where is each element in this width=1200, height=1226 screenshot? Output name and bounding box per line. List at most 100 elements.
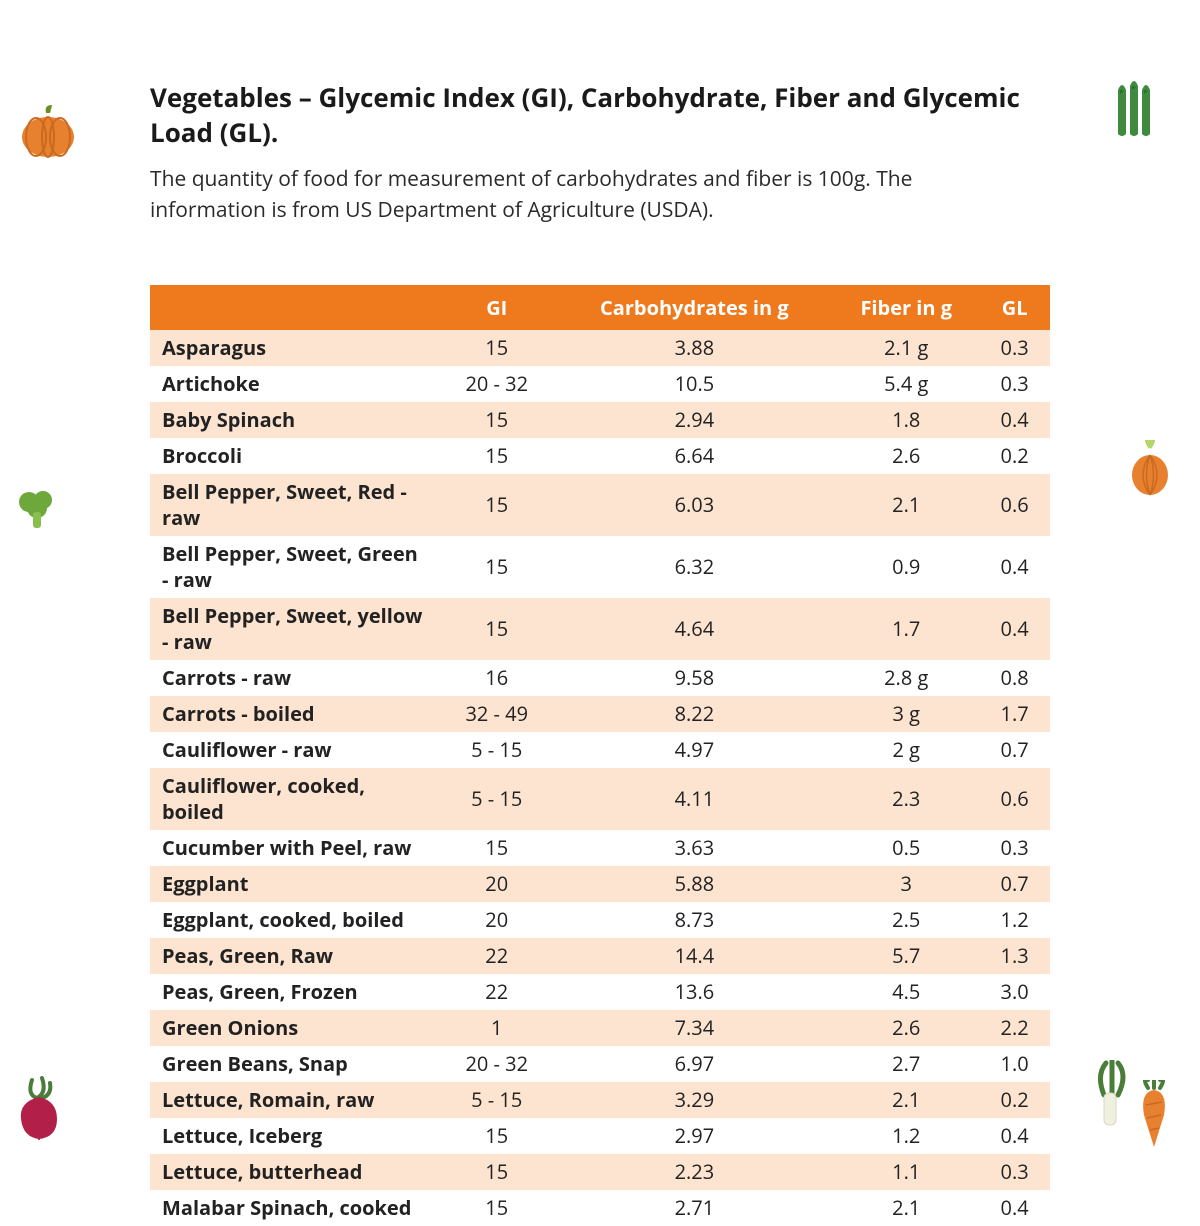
cell-value: 3.63 xyxy=(555,830,833,866)
cell-value: 2.2 xyxy=(979,1010,1050,1046)
cell-value: 0.4 xyxy=(979,402,1050,438)
cell-value: 22 xyxy=(438,938,555,974)
cell-value: 16 xyxy=(438,660,555,696)
cell-value: 0.4 xyxy=(979,1190,1050,1226)
cell-value: 20 - 32 xyxy=(438,1046,555,1082)
table-row: Lettuce, Romain, raw5 - 153.292.10.2 xyxy=(150,1082,1050,1118)
cell-value: 4.64 xyxy=(555,598,833,660)
cell-value: 15 xyxy=(438,438,555,474)
cell-value: 20 xyxy=(438,902,555,938)
cell-value: 0.3 xyxy=(979,330,1050,366)
cell-value: 10.5 xyxy=(555,366,833,402)
cell-value: 15 xyxy=(438,1154,555,1190)
cell-value: 0.3 xyxy=(979,366,1050,402)
cell-name: Carrots - raw xyxy=(150,660,438,696)
onion-icon xyxy=(1125,440,1175,500)
col-gi: GI xyxy=(438,285,555,330)
col-name xyxy=(150,285,438,330)
cell-name: Bell Pepper, Sweet, yellow - raw xyxy=(150,598,438,660)
cell-value: 7.34 xyxy=(555,1010,833,1046)
cell-value: 1.2 xyxy=(979,902,1050,938)
cell-value: 1.7 xyxy=(979,696,1050,732)
cell-name: Peas, Green, Raw xyxy=(150,938,438,974)
table-row: Cauliflower - raw5 - 154.972 g0.7 xyxy=(150,732,1050,768)
table-row: Carrots - boiled32 - 498.223 g1.7 xyxy=(150,696,1050,732)
cell-value: 3 xyxy=(833,866,979,902)
cell-value: 2.94 xyxy=(555,402,833,438)
cell-value: 2.5 xyxy=(833,902,979,938)
cell-name: Asparagus xyxy=(150,330,438,366)
cell-value: 6.97 xyxy=(555,1046,833,1082)
carrot-icon xyxy=(1132,1080,1177,1150)
cell-value: 1.1 xyxy=(833,1154,979,1190)
cell-name: Bell Pepper, Sweet, Green - raw xyxy=(150,536,438,598)
cell-value: 6.03 xyxy=(555,474,833,536)
cell-value: 15 xyxy=(438,402,555,438)
table-row: Cucumber with Peel, raw153.630.50.3 xyxy=(150,830,1050,866)
cell-value: 4.97 xyxy=(555,732,833,768)
cell-value: 9.58 xyxy=(555,660,833,696)
page-title: Vegetables – Glycemic Index (GI), Carboh… xyxy=(150,80,1050,150)
cell-name: Bell Pepper, Sweet, Red - raw xyxy=(150,474,438,536)
table-row: Green Onions17.342.62.2 xyxy=(150,1010,1050,1046)
cell-value: 2.6 xyxy=(833,438,979,474)
pumpkin-icon xyxy=(18,105,78,160)
cell-value: 0.3 xyxy=(979,1154,1050,1190)
cell-name: Lettuce, Romain, raw xyxy=(150,1082,438,1118)
cell-value: 1.3 xyxy=(979,938,1050,974)
cell-value: 4.5 xyxy=(833,974,979,1010)
cell-value: 3.29 xyxy=(555,1082,833,1118)
cell-name: Cauliflower - raw xyxy=(150,732,438,768)
cell-value: 14.4 xyxy=(555,938,833,974)
cell-value: 2.1 g xyxy=(833,330,979,366)
cell-value: 0.4 xyxy=(979,598,1050,660)
table-row: Baby Spinach152.941.80.4 xyxy=(150,402,1050,438)
col-carbs: Carbohydrates in g xyxy=(555,285,833,330)
cell-value: 4.11 xyxy=(555,768,833,830)
cell-name: Cauliflower, cooked, boiled xyxy=(150,768,438,830)
table-row: Eggplant205.8830.7 xyxy=(150,866,1050,902)
cell-value: 0.9 xyxy=(833,536,979,598)
gi-table: GI Carbohydrates in g Fiber in g GL Aspa… xyxy=(150,285,1050,1226)
cell-value: 6.64 xyxy=(555,438,833,474)
cell-value: 0.6 xyxy=(979,474,1050,536)
cell-name: Malabar Spinach, cooked xyxy=(150,1190,438,1226)
page-subtitle: The quantity of food for measurement of … xyxy=(150,164,930,225)
col-fiber: Fiber in g xyxy=(833,285,979,330)
cell-name: Peas, Green, Frozen xyxy=(150,974,438,1010)
cell-name: Broccoli xyxy=(150,438,438,474)
cell-value: 13.6 xyxy=(555,974,833,1010)
asparagus-icon xyxy=(1110,80,1158,138)
col-gl: GL xyxy=(979,285,1050,330)
beet-icon xyxy=(12,1075,67,1140)
cell-value: 5.7 xyxy=(833,938,979,974)
cell-name: Baby Spinach xyxy=(150,402,438,438)
cell-value: 5 - 15 xyxy=(438,1082,555,1118)
cell-value: 20 xyxy=(438,866,555,902)
cell-value: 2.8 g xyxy=(833,660,979,696)
cell-value: 0.3 xyxy=(979,830,1050,866)
cell-value: 2.1 xyxy=(833,1082,979,1118)
table-row: Bell Pepper, Sweet, Red - raw156.032.10.… xyxy=(150,474,1050,536)
table-header-row: GI Carbohydrates in g Fiber in g GL xyxy=(150,285,1050,330)
cell-value: 2.71 xyxy=(555,1190,833,1226)
cell-value: 5 - 15 xyxy=(438,768,555,830)
cell-value: 3.88 xyxy=(555,330,833,366)
cell-value: 0.4 xyxy=(979,1118,1050,1154)
table-row: Malabar Spinach, cooked152.712.10.4 xyxy=(150,1190,1050,1226)
table-row: Peas, Green, Frozen2213.64.53.0 xyxy=(150,974,1050,1010)
cell-value: 15 xyxy=(438,536,555,598)
table-row: Lettuce, butterhead152.231.10.3 xyxy=(150,1154,1050,1190)
cell-name: Lettuce, Iceberg xyxy=(150,1118,438,1154)
cell-value: 0.7 xyxy=(979,866,1050,902)
cell-value: 0.7 xyxy=(979,732,1050,768)
table-row: Carrots - raw169.582.8 g0.8 xyxy=(150,660,1050,696)
table-row: Artichoke20 - 3210.55.4 g0.3 xyxy=(150,366,1050,402)
cell-value: 2.1 xyxy=(833,474,979,536)
cell-value: 5.88 xyxy=(555,866,833,902)
cell-value: 8.73 xyxy=(555,902,833,938)
table-row: Asparagus153.882.1 g0.3 xyxy=(150,330,1050,366)
cell-name: Eggplant, cooked, boiled xyxy=(150,902,438,938)
cell-value: 1.2 xyxy=(833,1118,979,1154)
leek-icon xyxy=(1090,1060,1130,1130)
